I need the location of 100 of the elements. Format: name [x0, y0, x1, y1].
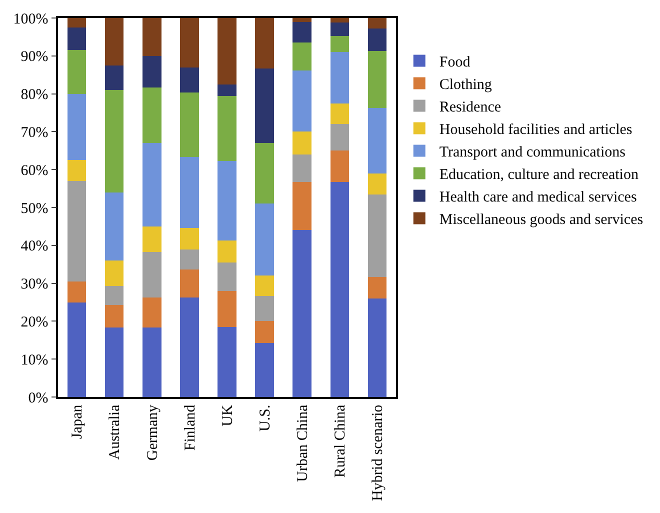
x-tick-label: Finland	[182, 404, 198, 451]
bar	[218, 326, 236, 397]
x-tick-label: Rural China	[332, 404, 349, 478]
bar	[255, 321, 274, 343]
x-tick-label: Japan	[70, 404, 86, 439]
y-tick-label: 70%	[20, 124, 48, 141]
bar	[142, 143, 162, 226]
x-tick-label: Hybrid scenario	[370, 404, 386, 501]
bar	[142, 226, 162, 252]
x-tick-label: U.S.	[257, 404, 274, 432]
bar	[104, 65, 124, 90]
x-tick-label: Germany	[144, 404, 161, 461]
legend-label: Clothing	[439, 77, 492, 94]
bar	[180, 157, 199, 228]
bar	[142, 252, 162, 298]
bar	[292, 182, 312, 230]
bar	[218, 290, 236, 327]
bar	[292, 70, 312, 132]
bar	[67, 27, 86, 50]
bar	[67, 18, 86, 28]
bar	[104, 286, 124, 305]
x-tick-label: Australia	[107, 404, 124, 460]
bar	[142, 87, 162, 144]
bar	[142, 297, 162, 328]
bar	[368, 28, 387, 51]
bar	[180, 270, 199, 298]
bar	[330, 52, 350, 104]
bar	[368, 298, 387, 397]
y-tick-label: 0%	[28, 390, 48, 406]
bar	[292, 18, 312, 22]
bar	[330, 124, 350, 151]
bar	[368, 18, 387, 29]
bar	[104, 192, 124, 261]
bar	[368, 50, 387, 108]
bar	[368, 173, 387, 195]
y-tick-label: 100%	[13, 11, 48, 28]
bar	[255, 68, 274, 144]
bar	[368, 108, 387, 174]
legend-label: Education, culture and recreation	[439, 167, 639, 184]
bar	[218, 96, 236, 161]
y-tick-label: 90%	[20, 49, 48, 66]
bar	[104, 18, 124, 66]
bar	[67, 160, 86, 181]
x-tick-label: Urban China	[294, 404, 311, 482]
bar	[142, 56, 162, 88]
legend-label: Food	[439, 54, 471, 71]
bar	[67, 50, 86, 94]
bar	[218, 18, 236, 85]
bar	[292, 132, 312, 154]
bar	[142, 328, 162, 397]
y-tick-label: 30%	[20, 276, 48, 293]
bar	[292, 22, 312, 42]
legend-label: Transport and communications	[439, 144, 626, 161]
bar	[255, 296, 274, 322]
bar	[330, 36, 350, 52]
bar	[104, 304, 124, 328]
bar	[330, 150, 350, 182]
bar	[218, 160, 236, 240]
y-tick-label: 50%	[20, 200, 48, 217]
bar	[67, 302, 86, 397]
bar	[104, 90, 124, 192]
bar	[255, 276, 274, 296]
bar	[104, 328, 124, 397]
bar	[330, 182, 350, 397]
bar	[255, 18, 274, 68]
bar	[255, 342, 274, 397]
bar	[218, 84, 236, 96]
x-tick-label: UK	[220, 404, 236, 426]
bar	[330, 104, 350, 124]
legend-label: Miscellaneous goods and services	[439, 212, 644, 228]
bar	[292, 42, 312, 70]
bar	[142, 18, 162, 56]
bar	[255, 143, 274, 204]
bar	[180, 297, 199, 397]
bar	[67, 180, 86, 282]
y-tick-label: 20%	[20, 314, 48, 330]
bar	[292, 230, 312, 397]
bar	[104, 260, 124, 286]
bar	[180, 68, 199, 92]
bar	[368, 194, 387, 278]
bar	[368, 277, 387, 298]
bar	[330, 18, 350, 23]
bar	[180, 92, 199, 158]
bar	[180, 250, 199, 270]
bar	[292, 154, 312, 182]
bar	[67, 281, 86, 302]
bar	[218, 262, 236, 291]
y-tick-label: 80%	[20, 87, 48, 104]
bar	[255, 204, 274, 276]
bar	[180, 18, 199, 68]
legend-label: Household facilities and articles	[439, 122, 632, 138]
bar	[67, 94, 86, 160]
y-tick-label: 10%	[20, 352, 48, 368]
legend-label: Residence	[439, 100, 502, 116]
bar	[218, 240, 236, 262]
y-tick-label: 60%	[20, 162, 48, 179]
y-tick-label: 40%	[20, 238, 48, 255]
legend-label: Health care and medical services	[439, 190, 637, 206]
bar	[180, 228, 199, 250]
bar	[330, 22, 350, 36]
